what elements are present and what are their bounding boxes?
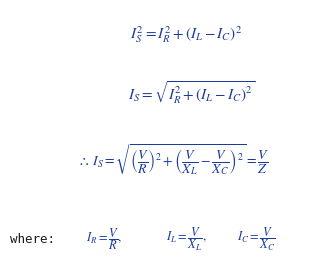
- Text: where:: where:: [10, 233, 55, 246]
- Text: $I_S = \sqrt{I_R^2 + \left(I_L - I_C\right)^2}$: $I_S = \sqrt{I_R^2 + \left(I_L - I_C\rig…: [128, 80, 256, 106]
- Text: $I_R = \dfrac{V}{R},$: $I_R = \dfrac{V}{R},$: [86, 226, 123, 252]
- Text: $I_L = \dfrac{V}{X_L},$: $I_L = \dfrac{V}{X_L},$: [166, 226, 207, 253]
- Text: $\therefore\; I_S = \sqrt{\left(\dfrac{V}{R}\right)^2 + \left(\dfrac{V}{X_L} - \: $\therefore\; I_S = \sqrt{\left(\dfrac{V…: [77, 142, 269, 177]
- Text: $I_C = \dfrac{V}{X_C}$: $I_C = \dfrac{V}{X_C}$: [237, 226, 276, 253]
- Text: $I_S^2 = I_R^2 + \left(I_L - I_C\right)^2$: $I_S^2 = I_R^2 + \left(I_L - I_C\right)^…: [130, 24, 242, 45]
